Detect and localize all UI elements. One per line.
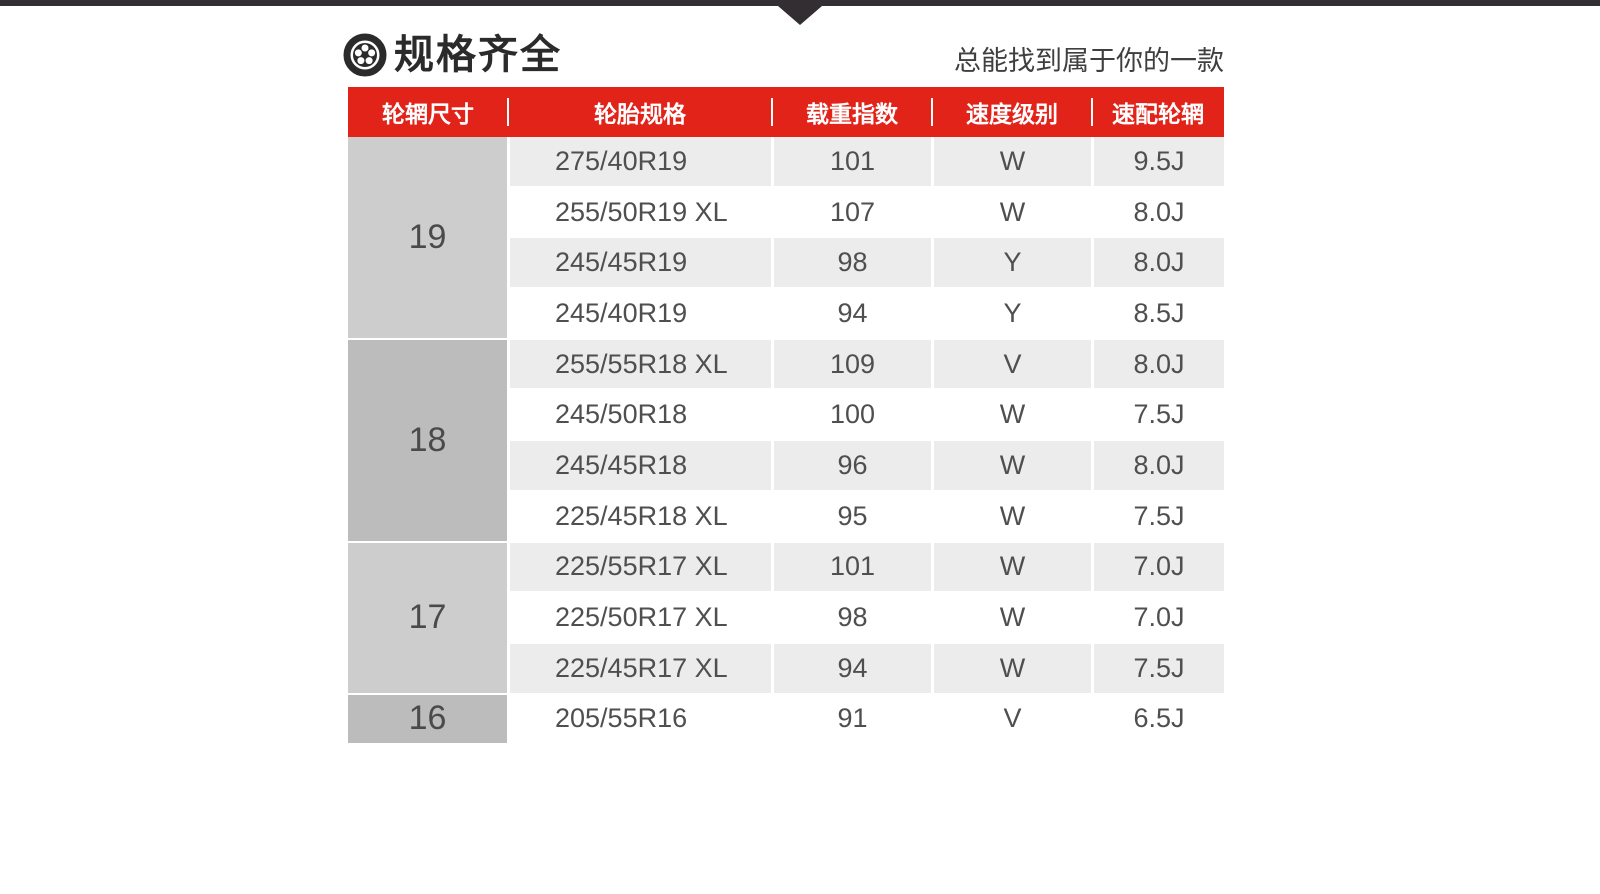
top-dark-bar (0, 0, 1600, 6)
cell-speed: W (934, 390, 1091, 440)
cell-rim-width: 8.0J (1094, 238, 1224, 288)
cell-speed: W (934, 187, 1091, 237)
rim-size-group: 16 (348, 694, 507, 744)
cell-speed: W (934, 542, 1091, 592)
cell-rim-width: 8.0J (1094, 339, 1224, 389)
cell-load: 98 (774, 238, 931, 288)
column-header-load-index: 载重指数 (806, 101, 898, 127)
cell-spec: 205/55R16 (510, 694, 771, 744)
section-title: 规格齐全 (394, 33, 562, 77)
cell-load: 101 (774, 137, 931, 186)
table-body: 19 18 17 16 275/40R19 101 W 9.5J 255/50R… (348, 137, 1224, 744)
table-header-row: 轮辋尺寸 轮胎规格 载重指数 速度级别 速配轮辋 (348, 87, 1224, 137)
column-header-speed-rating: 速度级别 (966, 101, 1058, 127)
cell-spec: 245/40R19 (510, 289, 771, 338)
cell-rim-width: 6.5J (1094, 694, 1224, 744)
section-subtitle: 总能找到属于你的一款 (954, 46, 1224, 76)
notch-triangle-icon (778, 6, 822, 25)
cell-rim-width: 9.5J (1094, 137, 1224, 186)
cell-rim-width: 8.0J (1094, 187, 1224, 237)
cell-spec: 225/55R17 XL (510, 542, 771, 592)
header-divider (507, 98, 509, 126)
cell-spec: 225/50R17 XL (510, 593, 771, 642)
cell-load: 109 (774, 339, 931, 389)
cell-load: 100 (774, 390, 931, 440)
cell-rim-width: 8.5J (1094, 289, 1224, 338)
cell-spec: 245/45R19 (510, 238, 771, 288)
tire-spec-table: 轮辋尺寸 轮胎规格 载重指数 速度级别 速配轮辋 19 18 17 16 275… (348, 87, 1224, 744)
rim-size-group: 18 (348, 339, 507, 541)
cell-rim-width: 7.5J (1094, 390, 1224, 440)
cell-load: 101 (774, 542, 931, 592)
cell-speed: W (934, 643, 1091, 693)
column-header-rim-size: 轮辋尺寸 (382, 101, 474, 127)
rim-size-group: 17 (348, 542, 507, 693)
cell-load: 98 (774, 593, 931, 642)
cell-spec: 245/45R18 (510, 441, 771, 490)
cell-speed: Y (934, 238, 1091, 288)
cell-load: 91 (774, 694, 931, 744)
header-divider (771, 98, 773, 126)
cell-rim-width: 7.5J (1094, 491, 1224, 541)
cell-speed: W (934, 491, 1091, 541)
cell-spec: 255/55R18 XL (510, 339, 771, 389)
cell-spec: 245/50R18 (510, 390, 771, 440)
cell-load: 107 (774, 187, 931, 237)
cell-speed: Y (934, 289, 1091, 338)
cell-load: 95 (774, 491, 931, 541)
header-divider (1091, 98, 1093, 126)
cell-spec: 275/40R19 (510, 137, 771, 186)
wheel-icon (343, 33, 387, 77)
cell-speed: V (934, 694, 1091, 744)
cell-speed: W (934, 441, 1091, 490)
rim-size-group: 19 (348, 137, 507, 338)
cell-rim-width: 7.0J (1094, 593, 1224, 642)
column-header-rim-width: 速配轮辋 (1112, 101, 1204, 127)
cell-rim-width: 7.0J (1094, 542, 1224, 592)
cell-speed: V (934, 339, 1091, 389)
cell-load: 94 (774, 289, 931, 338)
cell-load: 96 (774, 441, 931, 490)
cell-rim-width: 7.5J (1094, 643, 1224, 693)
cell-load: 94 (774, 643, 931, 693)
cell-spec: 255/50R19 XL (510, 187, 771, 237)
cell-speed: W (934, 593, 1091, 642)
cell-rim-width: 8.0J (1094, 441, 1224, 490)
header-divider (931, 98, 933, 126)
column-header-tire-spec: 轮胎规格 (594, 101, 686, 127)
cell-speed: W (934, 137, 1091, 186)
cell-spec: 225/45R18 XL (510, 491, 771, 541)
cell-spec: 225/45R17 XL (510, 643, 771, 693)
